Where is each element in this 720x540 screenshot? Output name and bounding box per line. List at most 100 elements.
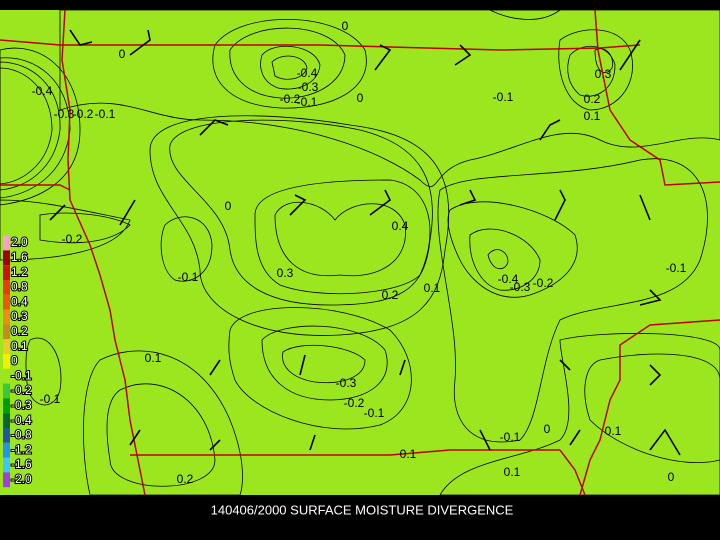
legend-label: -1.6 (11, 457, 32, 471)
wind-barb (569, 429, 581, 446)
legend-label: -0.4 (11, 413, 32, 427)
contour-label: -0.3 (336, 376, 357, 390)
legend-label: 1.6 (11, 250, 28, 264)
contour-label: 0 (119, 47, 126, 61)
legend-label: -0.3 (11, 398, 32, 412)
legend-swatch (3, 280, 10, 295)
contour-label: 0.3 (595, 67, 612, 81)
map-title: 140406/2000 SURFACE MOISTURE DIVERGENCE (211, 502, 514, 517)
contour-label: -0.4 (498, 272, 519, 286)
legend-label: -0.8 (11, 428, 32, 442)
wind-barb (454, 44, 472, 66)
wind-barb (459, 189, 477, 206)
contour-label: 0 (342, 19, 349, 33)
contour-label: 0 (357, 91, 364, 105)
contour-label: 0.1 (504, 465, 521, 479)
border (0, 184, 71, 191)
legend-swatch (3, 354, 10, 369)
blue-region (0, 61, 61, 191)
wind-barb (119, 199, 136, 226)
legend: 2.01.61.20.80.40.30.20.10-0.1-0.2-0.3-0.… (3, 234, 33, 488)
light-blue-region (0, 67, 53, 185)
contour-label: -0.1 (493, 90, 514, 104)
orange-region (254, 179, 431, 295)
blue-region (260, 46, 321, 90)
green-region (228, 307, 412, 430)
brown-region (39, 212, 131, 244)
orange-region (594, 48, 613, 73)
wind-barb (399, 359, 406, 376)
brown-region (169, 119, 433, 306)
contour-label: 0.1 (400, 447, 417, 461)
legend-label: 2.0 (11, 235, 28, 249)
legend-swatch (3, 413, 10, 428)
green-region (212, 18, 367, 109)
wind-barb (69, 29, 93, 46)
legend-label: 0 (11, 354, 18, 368)
contour-label: 0.1 (584, 109, 601, 123)
contour-label: 0.1 (145, 351, 162, 365)
wind-barb (299, 354, 306, 376)
blue-region (469, 228, 541, 291)
contour-label: -0.1 (95, 107, 116, 121)
green-region (160, 216, 213, 282)
legend-swatch (3, 265, 10, 280)
map-field (0, 10, 720, 495)
border (579, 319, 720, 496)
contour-label: 0.2 (382, 288, 399, 302)
border (130, 449, 560, 456)
legend-swatch (3, 235, 10, 251)
wind-barb (639, 194, 651, 221)
contour-label: -0.2 (73, 107, 94, 121)
legend-label: -0.1 (11, 368, 32, 382)
contour-label: -0.2 (344, 396, 365, 410)
legend-swatch (3, 472, 10, 488)
light-blue-region (271, 55, 308, 80)
contour-label: -0.1 (297, 95, 318, 109)
legend-swatch (3, 368, 10, 384)
contour-label: -0.1 (666, 261, 687, 275)
legend-swatch (3, 309, 10, 325)
contour-label: -0.1 (178, 270, 199, 284)
contour-label: -0.2 (280, 92, 301, 106)
contour-label: 0 (225, 199, 232, 213)
gold-region (106, 383, 216, 487)
zero-region (0, 199, 131, 261)
green-region (489, 10, 561, 20)
contour-label: 0.2 (584, 92, 601, 106)
contour-label: 0.1 (424, 281, 441, 295)
wind-barb (374, 44, 392, 71)
legend-swatch (3, 324, 10, 340)
zero-region (439, 333, 720, 495)
dark-green-region (229, 27, 346, 99)
contour-label: -0.4 (297, 66, 318, 80)
wind-barb (209, 439, 221, 451)
wind-barb (619, 39, 641, 71)
contour-label: -0.2 (533, 276, 554, 290)
gold-region (584, 353, 720, 463)
contour-label: -0.3 (54, 107, 75, 121)
legend-label: 0.4 (11, 294, 28, 308)
contour-labels: 0 0 -0.4 -0.3 -0.2 -0.1 0 -0.1 0.3 0.2 0… (32, 19, 687, 486)
contour-label: -0.2 (62, 232, 83, 246)
wind-barb (479, 429, 491, 451)
legend-swatch (3, 428, 10, 443)
border (61, 9, 146, 496)
legend-swatch (3, 294, 10, 310)
legend-swatch (3, 250, 10, 266)
legend-swatch (3, 398, 10, 414)
wind-barbs (49, 29, 681, 456)
legend-label: -1.2 (11, 442, 32, 456)
legend-label: 0.8 (11, 280, 28, 294)
green-region (0, 47, 81, 206)
dark-green-region (447, 201, 578, 298)
contour-label: 0.3 (277, 266, 294, 280)
legend-label: 0.3 (11, 309, 28, 323)
wind-barb (309, 434, 316, 451)
wind-barb (289, 194, 307, 216)
contour-label: 0 (668, 470, 675, 484)
green-region (25, 337, 62, 406)
wind-barb (49, 204, 66, 221)
blue-region (282, 344, 366, 384)
